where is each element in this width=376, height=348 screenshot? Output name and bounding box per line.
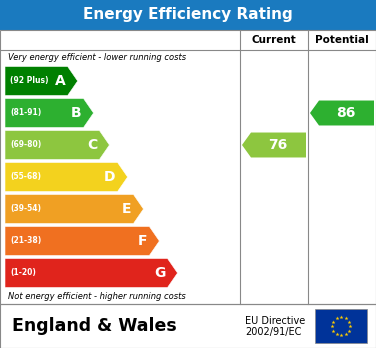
Bar [315,309,367,343]
Text: F: F [138,234,147,248]
Text: (1-20): (1-20) [10,269,36,277]
Polygon shape [310,101,374,126]
Text: C: C [87,138,97,152]
Polygon shape [5,227,159,255]
Text: 86: 86 [336,106,356,120]
Polygon shape [5,98,94,127]
Text: D: D [104,170,115,184]
Text: England & Wales: England & Wales [12,317,177,335]
Text: (55-68): (55-68) [10,173,41,182]
Text: Very energy efficient - lower running costs: Very energy efficient - lower running co… [8,53,186,62]
Text: 2002/91/EC: 2002/91/EC [245,327,302,337]
Text: (81-91): (81-91) [10,109,41,118]
Text: Energy Efficiency Rating: Energy Efficiency Rating [83,8,293,23]
Text: (21-38): (21-38) [10,237,41,245]
Text: Potential: Potential [315,35,369,45]
Text: EU Directive: EU Directive [245,316,305,326]
Text: 76: 76 [268,138,288,152]
Bar [0,0,376,30]
Text: E: E [122,202,132,216]
Text: Not energy efficient - higher running costs: Not energy efficient - higher running co… [8,292,186,301]
Polygon shape [5,163,127,191]
Text: (69-80): (69-80) [10,141,41,150]
Text: A: A [55,74,66,88]
Text: G: G [154,266,165,280]
Polygon shape [5,195,144,223]
Polygon shape [5,259,177,287]
Text: B: B [71,106,82,120]
Text: (92 Plus): (92 Plus) [10,77,49,86]
Polygon shape [5,66,77,95]
Text: Current: Current [252,35,296,45]
Bar [0,304,376,348]
Bar [0,30,376,304]
Text: (39-54): (39-54) [10,205,41,214]
Polygon shape [242,133,306,158]
Polygon shape [5,130,109,159]
